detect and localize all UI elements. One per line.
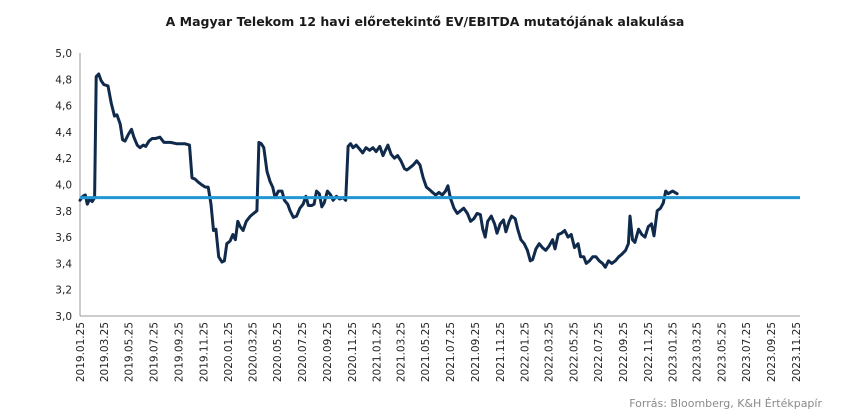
x-tick-label: 2022.11.25: [643, 322, 655, 382]
x-tick-label: 2021.07.25: [445, 322, 457, 382]
x-tick-label: 2021.05.25: [420, 322, 432, 382]
chart-title: A Magyar Telekom 12 havi előretekintő EV…: [165, 14, 685, 29]
x-tick-label: 2019.11.25: [198, 322, 210, 382]
x-tick-label: 2022.09.25: [618, 322, 630, 382]
y-tick-label: 3,4: [55, 258, 72, 270]
y-tick-label: 4,0: [55, 180, 72, 192]
x-tick-label: 2022.03.25: [544, 322, 556, 382]
x-tick-label: 2019.01.25: [75, 322, 87, 382]
y-tick-label: 4,8: [55, 74, 72, 86]
x-tick-label: 2023.03.25: [692, 322, 704, 382]
x-tick-labels: 2019.01.25 2019.03.25 2019.05.25 2019.07.25…: [75, 322, 803, 382]
x-tick-label: 2021.09.25: [470, 322, 482, 382]
x-tick-label: 2021.01.25: [372, 322, 384, 382]
source-note: Forrás: Bloomberg, K&H Értékpapír: [629, 397, 822, 410]
y-tick-labels: 3,0 3,2 3,4 3,6 3,8 4,0 4,2 4,4 4,6 4,8 5,0: [55, 48, 72, 323]
x-tick-label: 2023.07.25: [741, 322, 753, 382]
y-tick-label: 5,0: [55, 48, 72, 60]
x-tick-label: 2022.05.25: [568, 322, 580, 382]
x-tick-label: 2019.05.25: [124, 322, 136, 382]
x-tick-label: 2019.09.25: [174, 322, 186, 382]
y-tick-label: 3,6: [55, 232, 72, 244]
x-tick-label: 2021.11.25: [495, 322, 507, 382]
x-tick-label: 2022.01.25: [520, 322, 532, 382]
y-tick-label: 3,8: [55, 206, 72, 218]
x-tick-label: 2021.03.25: [395, 322, 407, 382]
x-tick-label: 2020.01.25: [223, 322, 235, 382]
x-tick-label: 2019.03.25: [99, 322, 111, 382]
x-tick-label: 2020.03.25: [247, 322, 259, 382]
x-tick-label: 2022.07.25: [593, 322, 605, 382]
series-layer: [78, 72, 679, 269]
x-tick-label: 2023.11.25: [791, 322, 803, 382]
x-tick-label: 2023.05.25: [716, 322, 728, 382]
x-tick-label: 2019.07.25: [148, 322, 160, 382]
x-axis: 2019.01.25 2019.03.25 2019.05.25 2019.07.25…: [75, 315, 803, 382]
x-tick-label: 2020.11.25: [347, 322, 359, 382]
x-tick-label: 2023.09.25: [766, 322, 778, 382]
x-tick-label: 2020.05.25: [272, 322, 284, 382]
y-axis: 3,0 3,2 3,4 3,6 3,8 4,0 4,2 4,4 4,6 4,8 5,0: [55, 48, 81, 323]
y-tick-label: 4,2: [55, 153, 72, 165]
x-tick-label: 2023.01.25: [668, 322, 680, 382]
x-tick-label: 2020.09.25: [322, 322, 334, 382]
y-tick-label: 3,2: [55, 285, 72, 297]
y-tick-label: 4,6: [55, 101, 72, 113]
y-tick-label: 4,4: [55, 127, 72, 139]
x-tick-label: 2020.07.25: [297, 322, 309, 382]
y-tick-label: 3,0: [55, 311, 72, 323]
series-line: [78, 72, 679, 269]
